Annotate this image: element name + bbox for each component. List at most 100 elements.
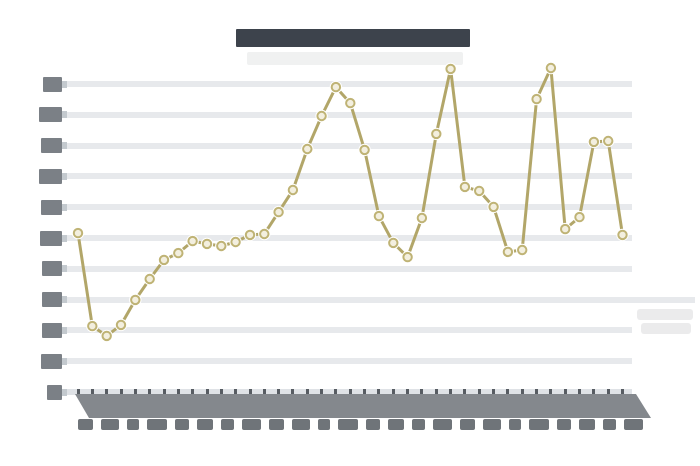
x-tick-mark bbox=[592, 389, 596, 394]
data-point-marker bbox=[72, 227, 84, 239]
gridline bbox=[63, 111, 632, 118]
x-tick-mark bbox=[219, 389, 223, 394]
data-point-marker bbox=[115, 319, 127, 331]
data-point-marker bbox=[201, 238, 213, 250]
y-tick-label-redacted bbox=[41, 199, 62, 215]
x-label-end-redacted bbox=[483, 419, 501, 430]
data-point-marker bbox=[617, 229, 628, 241]
data-point-marker bbox=[173, 247, 184, 259]
gridline bbox=[63, 173, 632, 180]
x-tick-mark bbox=[162, 389, 166, 394]
y-tick-label-redacted bbox=[41, 138, 62, 154]
x-tick-mark bbox=[348, 389, 352, 394]
data-point-marker bbox=[502, 246, 514, 258]
x-label-end-redacted bbox=[338, 419, 358, 430]
gridline bbox=[63, 204, 632, 211]
x-tick-mark bbox=[434, 389, 438, 394]
gridline bbox=[63, 358, 632, 365]
x-label-end-redacted bbox=[557, 419, 571, 430]
data-point-marker bbox=[474, 185, 485, 197]
x-label-end-redacted bbox=[242, 419, 261, 430]
data-point-marker bbox=[144, 273, 155, 285]
x-tick-mark bbox=[277, 389, 281, 394]
data-point-marker bbox=[287, 184, 299, 196]
gridline bbox=[63, 389, 632, 395]
x-tick-mark bbox=[578, 389, 581, 394]
data-point-marker bbox=[101, 330, 112, 342]
data-point-marker bbox=[459, 181, 471, 193]
data-point-marker bbox=[603, 135, 614, 147]
x-label-end-redacted bbox=[509, 419, 521, 430]
data-point-marker bbox=[416, 212, 428, 224]
x-tick-mark bbox=[535, 389, 539, 394]
annotation-redacted-line2 bbox=[641, 323, 691, 334]
data-point-marker bbox=[388, 237, 399, 249]
y-tick-label-redacted bbox=[47, 384, 62, 400]
data-point-marker bbox=[158, 254, 170, 266]
x-tick-mark bbox=[148, 389, 152, 394]
x-label-end-redacted bbox=[147, 419, 167, 430]
data-point-marker bbox=[130, 294, 141, 306]
x-label-end-redacted bbox=[579, 419, 595, 430]
x-tick-mark bbox=[563, 389, 567, 394]
x-tick-mark bbox=[606, 389, 610, 394]
data-point-marker bbox=[488, 201, 499, 213]
x-tick-mark bbox=[248, 389, 252, 394]
y-tick-label-redacted bbox=[40, 230, 62, 246]
x-label-end-redacted bbox=[318, 419, 330, 430]
x-tick-mark bbox=[506, 389, 510, 394]
x-tick-mark bbox=[406, 389, 410, 394]
x-label-end-redacted bbox=[101, 419, 119, 430]
gridline bbox=[63, 81, 632, 87]
data-point-marker bbox=[431, 128, 442, 140]
data-point-marker bbox=[87, 320, 98, 332]
y-tick-label-redacted bbox=[39, 107, 62, 123]
x-tick-mark bbox=[291, 389, 295, 394]
x-label-end-redacted bbox=[197, 419, 213, 430]
data-point-marker bbox=[230, 236, 241, 248]
chart-title-redacted bbox=[236, 29, 470, 47]
x-tick-mark bbox=[449, 389, 453, 394]
data-point-marker bbox=[445, 63, 456, 75]
y-tick-label-redacted bbox=[41, 353, 62, 369]
x-label-end-redacted bbox=[460, 419, 475, 430]
data-point-marker bbox=[259, 228, 270, 240]
x-tick-mark bbox=[262, 389, 266, 394]
data-point-marker bbox=[531, 93, 542, 105]
x-tick-mark bbox=[90, 389, 94, 394]
x-tick-mark bbox=[492, 389, 496, 394]
y-tick-label-redacted bbox=[42, 261, 62, 277]
data-point-marker bbox=[517, 244, 528, 256]
x-label-end-redacted bbox=[127, 419, 139, 430]
x-tick-mark bbox=[391, 389, 395, 394]
gridline bbox=[63, 327, 632, 334]
x-tick-mark bbox=[463, 389, 467, 394]
data-point-marker bbox=[216, 240, 227, 252]
x-tick-mark bbox=[105, 389, 109, 394]
data-point-marker bbox=[345, 97, 356, 109]
data-point-marker bbox=[402, 251, 413, 263]
data-point-marker bbox=[588, 136, 600, 148]
y-tick-label-redacted bbox=[42, 322, 62, 338]
x-tick-mark bbox=[133, 389, 137, 394]
x-tick-mark bbox=[621, 389, 624, 394]
x-label-end-redacted bbox=[433, 419, 452, 430]
x-tick-mark bbox=[320, 389, 324, 394]
gridline-extended bbox=[63, 296, 695, 303]
data-point-marker bbox=[373, 210, 385, 222]
x-label-end-redacted bbox=[221, 419, 234, 430]
x-label-end-redacted bbox=[78, 419, 93, 430]
annotation-redacted-line1 bbox=[637, 309, 693, 320]
x-tick-mark bbox=[420, 389, 424, 394]
x-label-end-redacted bbox=[412, 419, 425, 430]
gridline bbox=[63, 265, 632, 272]
data-point-marker bbox=[302, 143, 313, 155]
x-label-end-redacted bbox=[292, 419, 310, 430]
x-tick-mark bbox=[520, 389, 524, 394]
data-point-marker bbox=[560, 223, 571, 235]
y-tick-label-redacted bbox=[42, 292, 62, 308]
x-label-end-redacted bbox=[388, 419, 404, 430]
x-tick-mark bbox=[477, 389, 481, 394]
x-label-end-redacted bbox=[175, 419, 189, 430]
